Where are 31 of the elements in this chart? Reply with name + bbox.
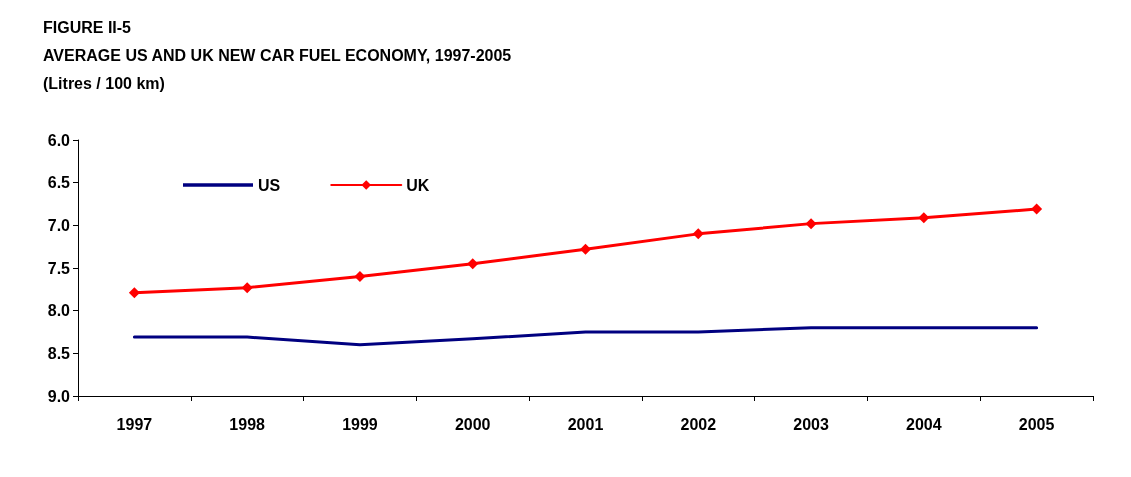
point <box>128 287 140 299</box>
chart-title: FIGURE II-5 <box>43 18 132 36</box>
point <box>918 212 930 224</box>
x-tick-label: 2003 <box>793 415 829 433</box>
legend-label: US <box>258 176 281 194</box>
y-tick-label: 6.0 <box>47 131 71 149</box>
line-series <box>132 326 1039 347</box>
x-tick-label: 2005 <box>1018 415 1055 433</box>
y-tick-label: 8.0 <box>47 302 71 320</box>
point <box>580 243 591 255</box>
y-tick-label: 9.0 <box>47 387 71 405</box>
y-tick-label: 7.5 <box>47 259 71 277</box>
chart-subtitle: AVERAGE US AND UK NEW CAR FUEL ECONOMY, 1997-2005 <box>43 46 512 64</box>
point <box>354 271 366 283</box>
x-tick-label: 1998 <box>229 415 266 433</box>
point <box>1031 203 1043 215</box>
x-tick-label: 2004 <box>906 415 942 433</box>
y-axis-title: (Litres / 100 km) <box>43 74 165 92</box>
x-tick-label: 2001 <box>567 415 604 433</box>
point <box>467 258 479 270</box>
point <box>805 218 817 230</box>
point <box>241 282 253 294</box>
x-tick-label: 2002 <box>680 415 717 433</box>
legend-label: UK <box>406 176 430 194</box>
x-tick-label: 1997 <box>116 415 153 433</box>
x-tick-label: 1999 <box>342 415 378 433</box>
y-tick-label: 7.0 <box>47 216 71 234</box>
y-tick-label: 6.5 <box>47 174 71 192</box>
point <box>692 228 704 240</box>
x-tick-label: 2000 <box>454 415 491 433</box>
y-tick-label: 8.5 <box>47 344 71 362</box>
